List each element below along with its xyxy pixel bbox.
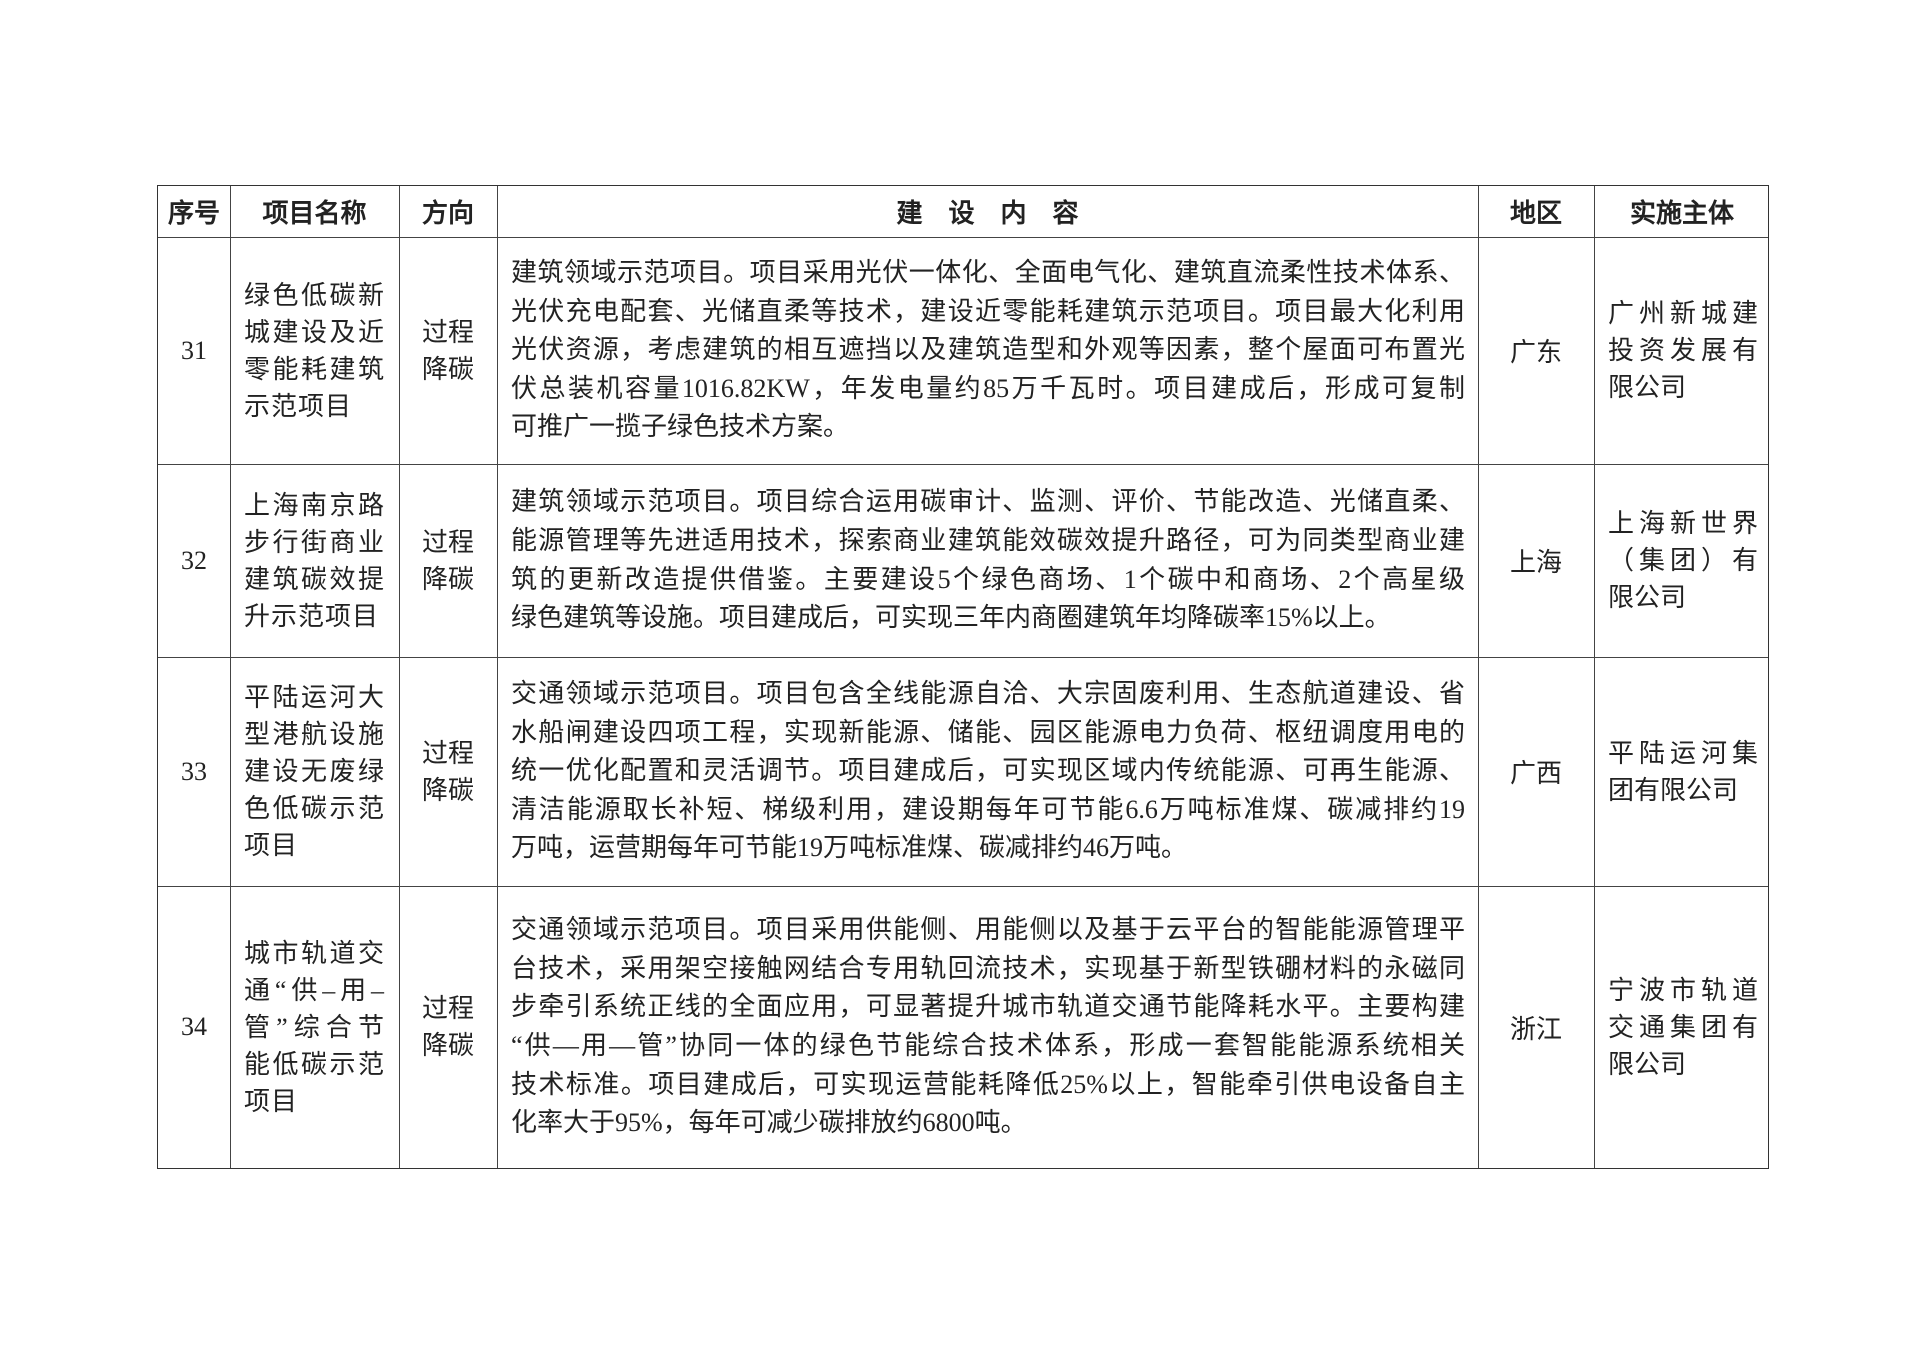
text-line: 过程 <box>421 317 474 347</box>
row-seq: 31 <box>181 335 207 365</box>
text-line: 可推广一揽子绿色技术方案。 <box>511 412 850 442</box>
divider <box>1478 186 1479 1168</box>
text-line: 平陆运河集 <box>1608 738 1758 768</box>
row-project-name: 平陆运河大型港航设施建设无废绿色低碳示范项目 <box>230 657 399 886</box>
row-region: 浙江 <box>1509 1014 1562 1044</box>
text-line: 投资发展有 <box>1608 336 1758 365</box>
text-line: 限公司 <box>1608 583 1687 612</box>
text-line: 台技术，采用架空接触网结合专用轨回流技术，实现基于新型铁硼材料的永磁同 <box>511 953 1465 983</box>
text-line: 管”综合节 <box>244 1012 385 1042</box>
text-line: 城市轨道交 <box>244 938 385 968</box>
text-line: 降碳 <box>421 564 474 594</box>
row-region: 广西 <box>1509 759 1562 788</box>
text-line: 能低碳示范 <box>244 1049 385 1079</box>
text-line: 水船闸建设四项工程，实现新能源、储能、园区能源电力负荷、枢纽调度用电的 <box>511 717 1465 747</box>
row-direction: 过程 降碳 <box>399 237 497 464</box>
text-line: 光伏资源，考虑建筑的相互遮挡以及建筑造型和外观等因素，整个屋面可布置光 <box>511 335 1465 365</box>
row-project-name: 上海南京路步行街商业建筑碳效提升示范项目 <box>230 464 399 657</box>
row-content: 建筑领域示范项目。项目采用光伏一体化、全面电气化、建筑直流柔性技术体系、 光伏充电… <box>497 237 1478 464</box>
divider <box>158 657 1768 658</box>
row-entity: 上海新世界 （集团）有限公司 <box>1594 464 1770 657</box>
text-line: 限公司 <box>1608 1049 1687 1079</box>
row-direction: 过程 降碳 <box>399 464 497 657</box>
text-line: 上海南京路 <box>244 490 385 520</box>
text-line: 限公司 <box>1608 373 1687 402</box>
divider <box>230 186 231 1168</box>
text-line: 团有限公司 <box>1608 775 1739 805</box>
header-seq: 序号 <box>167 199 220 228</box>
header-direction: 方向 <box>421 199 474 228</box>
divider <box>158 464 1768 465</box>
row-direction: 过程 降碳 <box>399 886 497 1168</box>
divider <box>158 237 1768 238</box>
row-entity: 广州新城建投资发展有限公司 <box>1594 237 1770 464</box>
divider <box>1594 186 1595 1168</box>
text-line: 步行街商业 <box>244 527 385 557</box>
text-line: 建筑碳效提 <box>244 564 385 594</box>
text-line: 城建设及近 <box>244 317 385 347</box>
row-seq: 34 <box>181 1012 207 1041</box>
text-line: 项目 <box>244 1086 299 1116</box>
text-line: 交通集团有 <box>1608 1012 1758 1042</box>
row-entity: 平陆运河集团有限公司 <box>1594 657 1770 886</box>
text-line: 过程 <box>421 527 474 557</box>
header-region: 地区 <box>1509 199 1562 228</box>
text-line: 交通领域示范项目。项目包含全线能源自洽、大宗固废利用、生态航道建设、省 <box>511 679 1465 709</box>
text-line: 项目 <box>244 831 299 860</box>
text-line: 能源管理等先进适用技术，探索商业建筑能效碳效提升路径，可为同类型商业建 <box>511 525 1465 555</box>
text-line: 升示范项目 <box>244 601 380 631</box>
header-content: 建 设 内 容 <box>896 199 1079 228</box>
text-line: 通“供–用– <box>244 975 385 1005</box>
text-line: 过程 <box>421 738 474 768</box>
text-line: 步牵引系统正线的全面应用，可显著提升城市轨道交通节能降耗水平。主要构建 <box>511 992 1465 1022</box>
text-line: 降碳 <box>421 775 474 805</box>
header-entity: 实施主体 <box>1629 199 1734 228</box>
row-entity: 宁波市轨道交通集团有限公司 <box>1594 886 1770 1168</box>
row-project-name: 城市轨道交通“供–用– 管”综合节能低碳示范项目 <box>230 886 399 1168</box>
text-line: （集团）有 <box>1608 546 1758 575</box>
row-region: 广东 <box>1509 338 1562 367</box>
text-line: 伏总装机容量1016.82KW，年发电量约85万千瓦时。项目建成后，形成可复制 <box>511 373 1465 403</box>
text-line: 色低碳示范 <box>244 794 385 823</box>
divider <box>399 186 400 1168</box>
text-line: 降碳 <box>421 354 474 384</box>
text-line: 万吨，运营期每年可节能19万吨标准煤、碳减排约46万吨。 <box>511 833 1188 863</box>
row-direction: 过程 降碳 <box>399 657 497 886</box>
text-line: 广州新城建 <box>1608 299 1758 328</box>
text-line: 化率大于95%，每年可减少碳排放约6800吨。 <box>511 1108 1027 1138</box>
text-line: 上海新世界 <box>1608 509 1758 538</box>
row-content: 交通领域示范项目。项目包含全线能源自洽、大宗固废利用、生态航道建设、省 水船闸建设… <box>497 657 1478 886</box>
text-line: 建设无废绿 <box>244 757 385 786</box>
text-line: 光伏充电配套、光储直柔等技术，建设近零能耗建筑示范项目。项目最大化利用 <box>511 296 1465 326</box>
text-line: 降碳 <box>421 1031 474 1060</box>
text-line: 技术标准。项目建成后，可实现运营能耗降低25%以上，智能牵引供电设备自主 <box>511 1069 1465 1099</box>
text-line: 型港航设施 <box>244 720 385 749</box>
row-seq: 32 <box>181 545 207 575</box>
row-content: 建筑领域示范项目。项目综合运用碳审计、监测、评价、节能改造、光储直柔、 能源管理等… <box>497 464 1478 657</box>
divider <box>158 886 1768 887</box>
text-line: 过程 <box>421 994 474 1023</box>
header-name: 项目名称 <box>262 199 367 228</box>
divider <box>497 186 498 1168</box>
text-line: 宁波市轨道 <box>1608 975 1758 1005</box>
text-line: 建筑领域示范项目。项目综合运用碳审计、监测、评价、节能改造、光储直柔、 <box>511 487 1465 517</box>
text-line: 平陆运河大 <box>244 683 385 712</box>
text-line: 绿色低碳新 <box>244 280 385 310</box>
text-line: 绿色建筑等设施。项目建成后，可实现三年内商圈建筑年均降碳率15%以上。 <box>511 603 1391 633</box>
text-line: 清洁能源取长补短、梯级利用，建设期每年可节能6.6万吨标准煤、碳减排约19 <box>511 794 1465 824</box>
row-content: 交通领域示范项目。项目采用供能侧、用能侧以及基于云平台的智能能源管理平 台技术，采… <box>497 886 1478 1168</box>
text-line: 统一优化配置和灵活调节。项目建成后，可实现区域内传统能源、可再生能源、 <box>511 756 1465 786</box>
text-line: 交通领域示范项目。项目采用供能侧、用能侧以及基于云平台的智能能源管理平 <box>511 915 1465 945</box>
text-line: 筑的更新改造提供借鉴。主要建设5个绿色商场、1个碳中和商场、2个高星级 <box>511 564 1465 594</box>
row-project-name: 绿色低碳新城建设及近零能耗建筑示范项目 <box>230 237 399 464</box>
text-line: “供—用—管”协同一体的绿色节能综合技术体系，形成一套智能能源系统相关 <box>511 1031 1465 1060</box>
text-line: 建筑领域示范项目。项目采用光伏一体化、全面电气化、建筑直流柔性技术体系、 <box>511 258 1465 288</box>
text-line: 示范项目 <box>244 391 353 421</box>
row-region: 上海 <box>1509 548 1562 577</box>
projects-table: 序号 项目名称 方向 建 设 内 容 地区 实施主体 31 绿色低碳新城建设及近零… <box>157 185 1769 1169</box>
row-seq: 33 <box>181 756 207 786</box>
text-line: 零能耗建筑 <box>244 354 385 384</box>
